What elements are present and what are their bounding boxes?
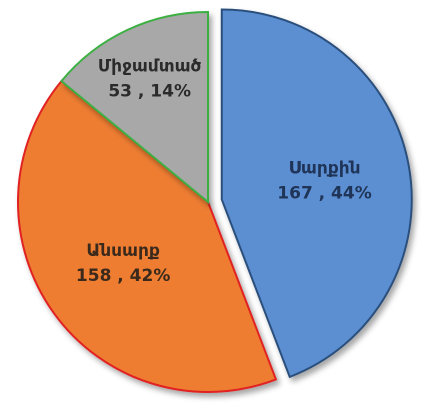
pie-slice xyxy=(220,8,413,379)
slice-category-label: Միջամտած xyxy=(98,56,202,76)
slice-category-label: Սարքին xyxy=(288,158,360,178)
pie-slice xyxy=(60,10,209,205)
slice-value-label: 53 , 14% xyxy=(108,81,191,101)
slice-value-label: 167 , 44% xyxy=(277,183,371,203)
slice-value-label: 158 , 42% xyxy=(76,266,170,286)
slice-category-label: Անսարք xyxy=(86,241,160,261)
pie-slice xyxy=(17,79,278,393)
